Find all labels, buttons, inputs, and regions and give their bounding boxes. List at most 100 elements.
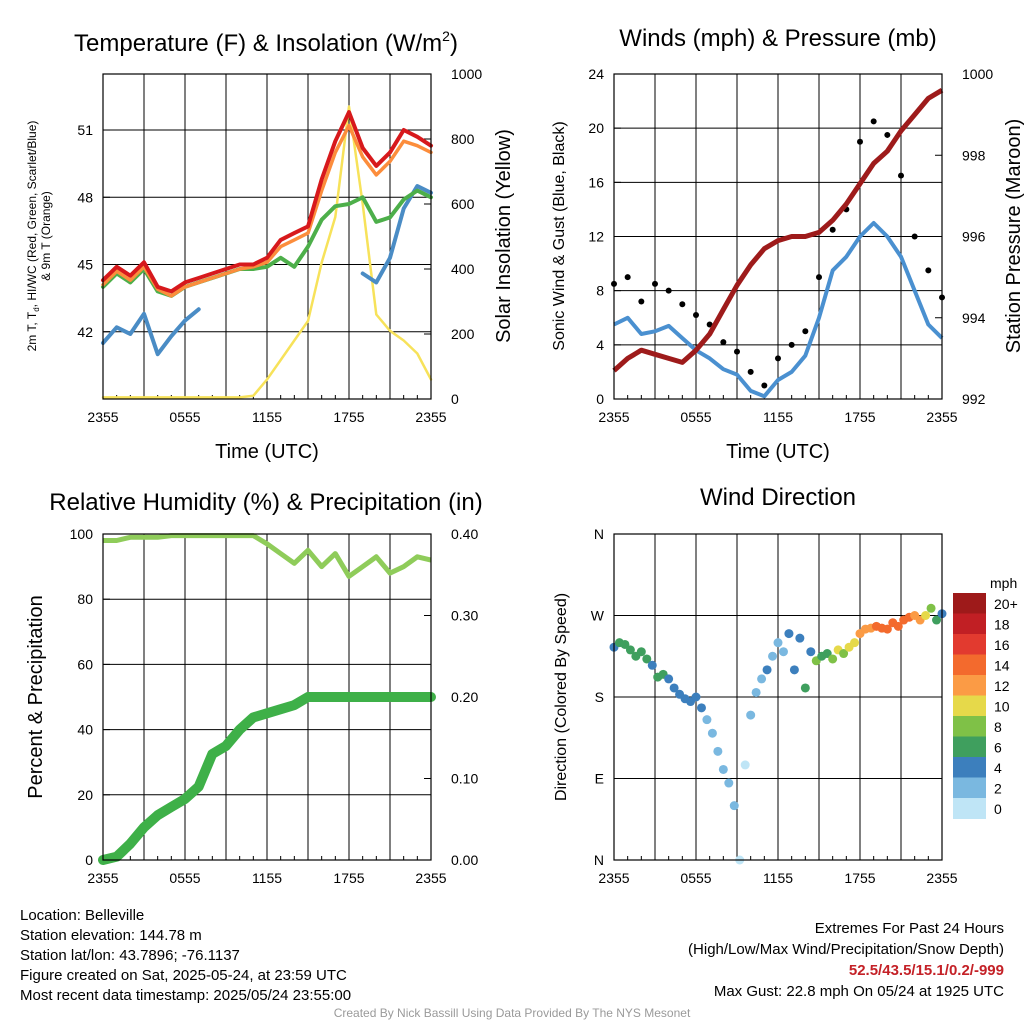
wind-direction-ylabel: Direction (Colored By Speed)	[553, 593, 570, 801]
x-tick-label: 1755	[844, 870, 875, 886]
direction-point	[636, 647, 646, 657]
location-text: Location: Belleville	[20, 907, 145, 924]
y-tick-label: 20	[77, 787, 93, 803]
direction-point	[932, 615, 942, 625]
gust-point	[679, 301, 686, 308]
temperature-plot-area: 42 45 48 51 2355 0555 1155 1755 2355 0 200 400 600 80…	[77, 66, 482, 425]
y-tick-label: 0	[596, 391, 604, 407]
y2-tick-label: 0	[451, 391, 459, 407]
colorbar-label: 4	[994, 760, 1002, 776]
direction-point	[664, 674, 674, 684]
gust-point	[870, 118, 877, 125]
direction-point	[751, 687, 761, 697]
insolation-y2label: Solar Insolation (Yellow)	[493, 129, 515, 343]
series-line-solar_insolation	[101, 105, 433, 399]
humidity-panel: Relative Humidity (%) & Precipitation (i…	[25, 489, 483, 886]
y-tick-label: 8	[596, 283, 604, 299]
colorbar-label: 6	[994, 740, 1002, 756]
x-tick-label: 1755	[333, 870, 364, 886]
x-tick-label: 0555	[680, 870, 711, 886]
colorbar-swatch	[953, 695, 986, 717]
y2-tick-label: 1000	[962, 66, 993, 82]
gust-point	[734, 348, 740, 355]
y-tick-label: 80	[77, 591, 93, 607]
direction-point	[729, 801, 739, 811]
y-tick-label: N	[594, 852, 604, 868]
gust-point	[720, 339, 727, 346]
y2-tick-label: 0.10	[451, 771, 478, 787]
gust-point	[652, 280, 658, 287]
series-line-pressure	[612, 88, 944, 373]
y2-tick-label: 400	[451, 261, 475, 277]
direction-point	[713, 746, 723, 756]
direction-point	[642, 654, 652, 664]
colorbar-label: 16	[994, 637, 1010, 653]
direction-point	[795, 633, 805, 643]
credit-text: Created By Nick Bassill Using Data Provi…	[333, 1006, 691, 1020]
colorbar-swatch	[953, 777, 986, 799]
direction-point	[724, 778, 734, 788]
y-tick-label: S	[595, 689, 604, 705]
x-tick-label: 1155	[763, 409, 793, 425]
direction-point	[669, 683, 679, 693]
extremes-description: (High/Low/Max Wind/Precipitation/Snow De…	[688, 941, 1004, 958]
direction-point	[882, 624, 892, 634]
temperature-ylabel-line2: & 9m T (Orange)	[39, 191, 53, 281]
x-tick-label: 2355	[926, 870, 957, 886]
colorbar-swatch	[953, 716, 986, 737]
plot-border	[613, 533, 943, 861]
x-tick-label: 2355	[598, 870, 629, 886]
direction-point	[789, 665, 799, 675]
x-tick-label: 2355	[87, 870, 118, 886]
direction-point	[757, 674, 767, 684]
direction-point	[822, 649, 832, 659]
x-tick-label: 2355	[415, 870, 446, 886]
winds-ylabel: Sonic Wind & Gust (Blue, Black)	[551, 121, 568, 350]
direction-point	[850, 638, 860, 648]
gust-point	[638, 298, 645, 305]
humidity-ylabel: Percent & Precipitation	[25, 595, 47, 798]
series-line-temp_2m	[101, 110, 433, 294]
direction-point	[773, 638, 783, 648]
colorbar-label: 2	[994, 781, 1002, 797]
colorbar-swatch	[953, 613, 986, 635]
colorbar-swatch	[953, 675, 986, 696]
x-tick-label: 0555	[680, 409, 711, 425]
direction-point	[784, 629, 794, 639]
y-tick-label: N	[594, 526, 604, 542]
y-tick-label: 60	[77, 656, 93, 672]
direction-point	[762, 665, 772, 675]
series-line-wind-speed	[613, 221, 944, 399]
gust-point	[775, 355, 781, 362]
temperature-xlabel: Time (UTC)	[215, 441, 319, 463]
extremes-info: Extremes For Past 24 Hours (High/Low/Max…	[688, 918, 1004, 1002]
y-tick-label: 45	[77, 257, 93, 273]
gust-point	[761, 382, 768, 389]
colorbar-label: 0	[994, 801, 1002, 817]
direction-point	[746, 710, 756, 720]
gust-point	[747, 368, 754, 375]
max-gust-text: Max Gust: 22.8 mph On 05/24 at 1925 UTC	[713, 983, 1004, 1000]
direction-point	[625, 645, 635, 655]
y-tick-label: 4	[596, 337, 604, 353]
y2-tick-label: 1000	[451, 66, 482, 82]
x-tick-label: 0555	[169, 409, 200, 425]
direction-point	[718, 764, 728, 774]
direction-point	[768, 651, 778, 661]
y2-tick-label: 992	[962, 391, 986, 407]
colorbar-swatch	[953, 798, 986, 819]
gust-point	[898, 172, 904, 179]
gust-point	[857, 138, 863, 145]
direction-point	[702, 715, 712, 725]
y-tick-label: E	[595, 771, 604, 787]
gust-point	[802, 328, 809, 335]
gust-point	[911, 233, 918, 240]
gust-point	[884, 131, 891, 138]
x-tick-label: 2355	[87, 409, 118, 425]
wind-direction-panel: Wind Direction N E S W N 2355 0555 1155 1755 2355…	[553, 484, 1018, 886]
y-tick-label: 12	[588, 229, 604, 245]
direction-point	[921, 611, 931, 620]
gust-point	[829, 226, 836, 233]
colorbar-label: 12	[994, 678, 1010, 694]
winds-panel-title: Winds (mph) & Pressure (mb)	[619, 25, 936, 52]
